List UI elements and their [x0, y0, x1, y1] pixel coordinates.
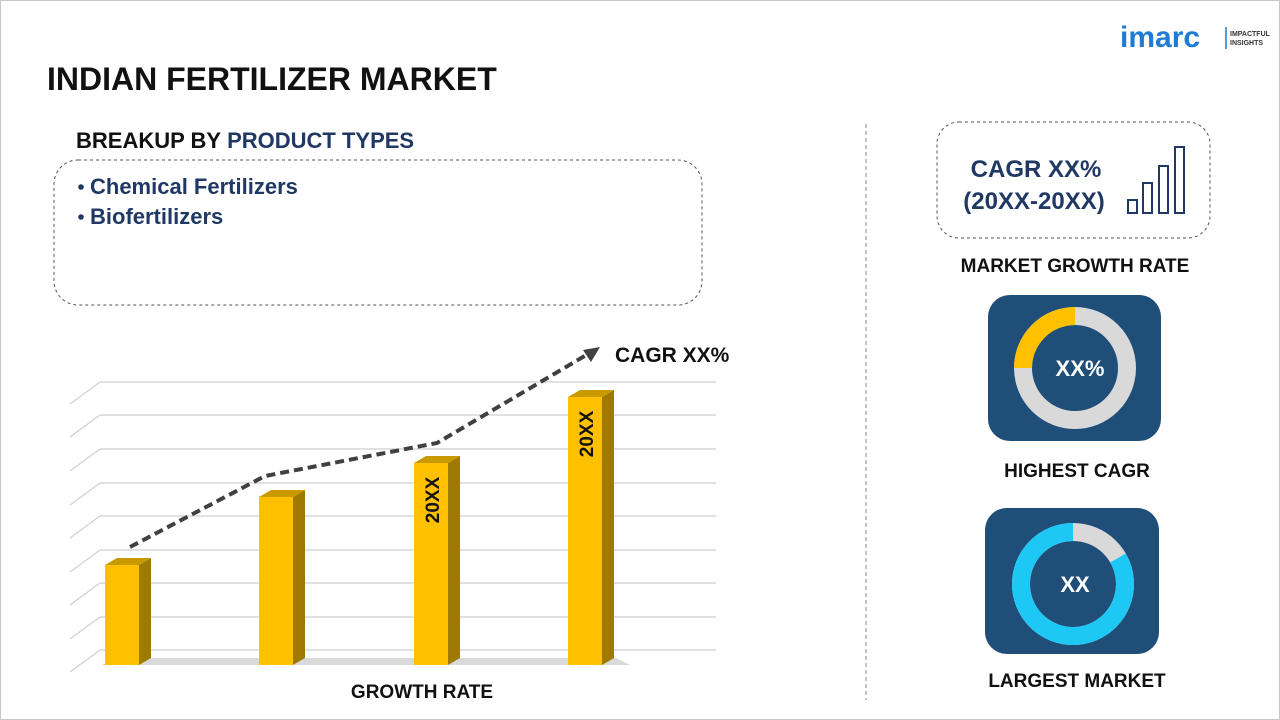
bar — [414, 463, 448, 665]
growth-caption: MARKET GROWTH RATE — [961, 256, 1190, 277]
bar-top — [568, 390, 614, 397]
cagr-caption: HIGHEST CAGR — [1004, 461, 1150, 482]
bar-side — [139, 558, 151, 665]
breakup-item: Biofertilizers — [90, 204, 223, 229]
bar-shadow — [102, 658, 630, 665]
growth-icon — [1127, 146, 1185, 214]
bullet — [78, 214, 84, 220]
logo-tagline: IMPACTFUL — [1230, 31, 1271, 38]
bar-label: 20XX — [423, 476, 444, 523]
bar-top — [105, 558, 151, 565]
trend-line — [129, 352, 590, 549]
market-value: XX — [1060, 572, 1090, 597]
bar-side — [448, 456, 460, 665]
bar-top — [259, 490, 305, 497]
donut-arc — [1011, 523, 1134, 645]
bars: 20XX 20XX — [102, 390, 630, 665]
breakup-box — [53, 159, 703, 306]
breakup-item: Chemical Fertilizers — [90, 174, 298, 199]
bar-top — [414, 456, 460, 463]
market-caption: LARGEST MARKET — [988, 671, 1166, 692]
growth-period: (20XX-20XX) — [963, 188, 1104, 215]
bar-side — [293, 490, 305, 665]
growth-cagr: CAGR XX% — [971, 156, 1102, 183]
logo: imarc — [1120, 21, 1200, 54]
title: INDIAN FERTILIZER MARKET — [47, 61, 497, 97]
bar — [568, 397, 602, 665]
chart-caption: GROWTH RATE — [351, 682, 493, 703]
bar — [259, 497, 293, 665]
bar — [105, 565, 139, 665]
logo-tagline: INSIGHTS — [1230, 40, 1263, 47]
bar-label: 20XX — [577, 410, 598, 457]
breakup-highlight: PRODUCT TYPES — [227, 128, 414, 153]
breakup-label-text: BREAKUP BY — [76, 128, 221, 153]
bullet — [78, 184, 84, 190]
breakup-label: BREAKUP BY PRODUCT TYPES — [76, 128, 414, 153]
bar-side — [602, 390, 614, 665]
cagr-value: XX% — [1056, 356, 1105, 381]
donut-arc — [1014, 307, 1076, 369]
trend-label: CAGR XX% — [615, 344, 730, 367]
growth-box — [936, 121, 1211, 239]
trend-arrow — [583, 347, 600, 362]
